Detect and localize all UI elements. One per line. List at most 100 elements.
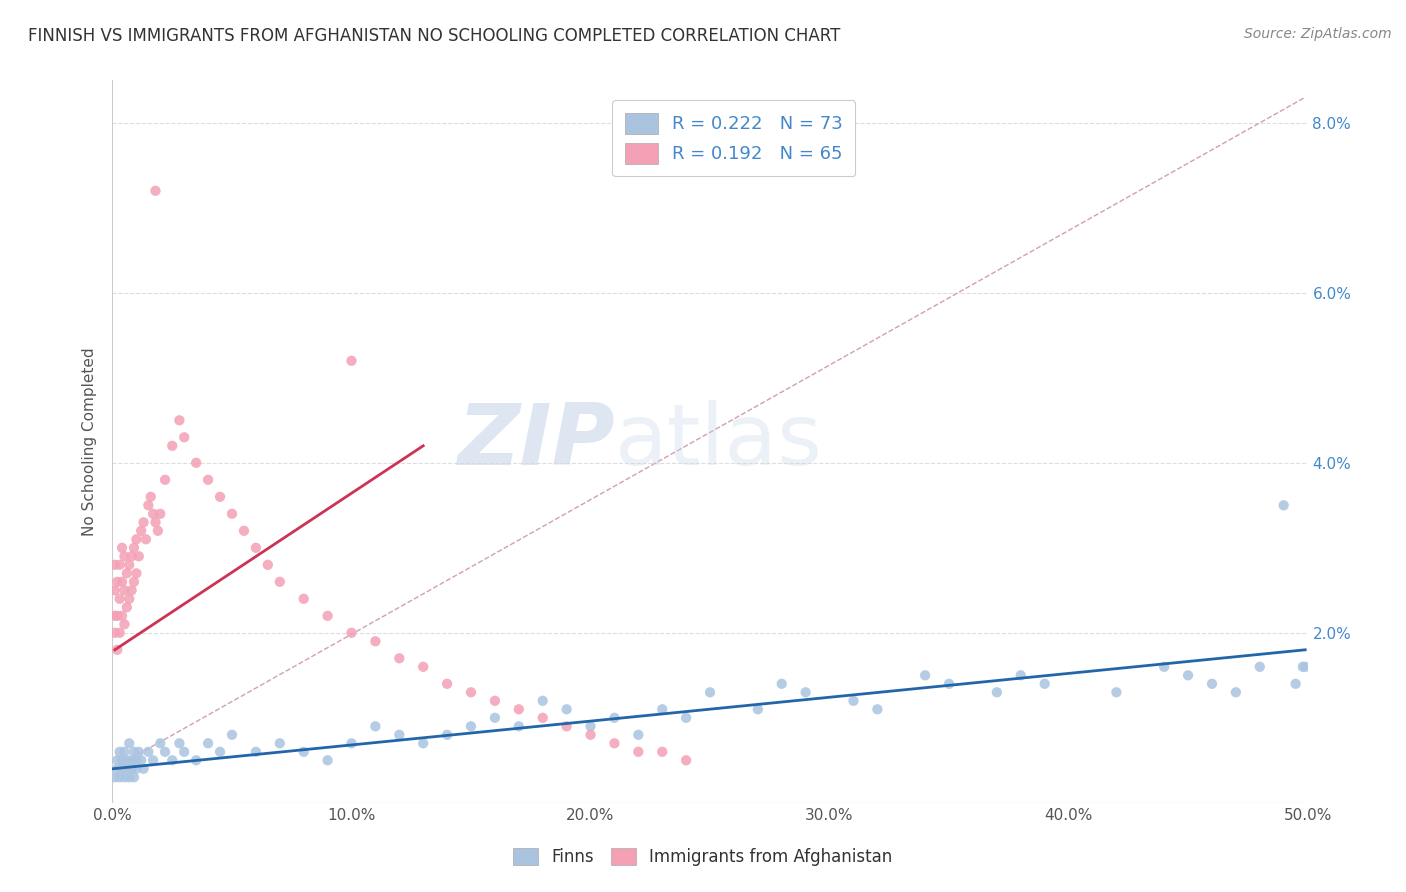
Point xyxy=(436,728,458,742)
Point xyxy=(114,617,135,632)
Text: Source: ZipAtlas.com: Source: ZipAtlas.com xyxy=(1244,27,1392,41)
Point xyxy=(1249,660,1271,674)
Point xyxy=(118,558,141,572)
Point xyxy=(111,574,134,589)
Point xyxy=(747,702,769,716)
Point xyxy=(1105,685,1128,699)
Point xyxy=(135,533,157,547)
Point xyxy=(1010,668,1032,682)
Point xyxy=(132,516,155,530)
Point xyxy=(149,736,172,750)
Point xyxy=(108,625,131,640)
Point xyxy=(173,745,195,759)
Point xyxy=(121,753,143,767)
Point xyxy=(115,566,138,581)
Point xyxy=(111,762,134,776)
Point xyxy=(104,558,127,572)
Point xyxy=(105,574,128,589)
Point xyxy=(114,770,135,784)
Point xyxy=(603,736,626,750)
Point xyxy=(579,728,602,742)
Point xyxy=(108,770,131,784)
Point xyxy=(292,745,315,759)
Point xyxy=(269,574,291,589)
Point xyxy=(257,558,280,572)
Point xyxy=(105,642,128,657)
Point xyxy=(145,184,167,198)
Point xyxy=(114,583,135,598)
Point xyxy=(121,549,143,564)
Point xyxy=(484,711,506,725)
Point xyxy=(111,753,134,767)
Point xyxy=(125,753,148,767)
Point xyxy=(108,591,131,606)
Point xyxy=(316,753,339,767)
Point xyxy=(121,762,143,776)
Point xyxy=(125,566,148,581)
Point xyxy=(128,549,150,564)
Point xyxy=(1153,660,1175,674)
Point xyxy=(114,549,135,564)
Point xyxy=(145,516,167,530)
Point xyxy=(1033,677,1056,691)
Point xyxy=(651,745,673,759)
Point xyxy=(340,625,363,640)
Point xyxy=(169,413,191,427)
Point xyxy=(484,694,506,708)
Point xyxy=(142,753,165,767)
Point xyxy=(128,745,150,759)
Point xyxy=(115,600,138,615)
Point xyxy=(162,753,183,767)
Point xyxy=(129,524,152,538)
Point xyxy=(149,507,172,521)
Point xyxy=(138,745,160,759)
Point xyxy=(129,753,152,767)
Point xyxy=(699,685,721,699)
Point xyxy=(269,736,291,750)
Point xyxy=(111,541,134,555)
Legend: R = 0.222   N = 73, R = 0.192   N = 65: R = 0.222 N = 73, R = 0.192 N = 65 xyxy=(613,100,855,176)
Point xyxy=(221,507,243,521)
Point xyxy=(914,668,936,682)
Point xyxy=(118,770,141,784)
Point xyxy=(1225,685,1247,699)
Point xyxy=(197,736,219,750)
Point xyxy=(104,625,127,640)
Point xyxy=(115,753,138,767)
Point xyxy=(364,634,387,648)
Point xyxy=(340,736,363,750)
Point xyxy=(118,591,141,606)
Point xyxy=(139,490,162,504)
Point xyxy=(986,685,1008,699)
Legend: Finns, Immigrants from Afghanistan: Finns, Immigrants from Afghanistan xyxy=(505,840,901,875)
Point xyxy=(292,591,315,606)
Point xyxy=(579,719,602,733)
Point xyxy=(842,694,865,708)
Point xyxy=(245,745,267,759)
Point xyxy=(794,685,817,699)
Point xyxy=(173,430,195,444)
Point xyxy=(770,677,793,691)
Point xyxy=(938,677,960,691)
Point xyxy=(209,745,232,759)
Point xyxy=(388,651,411,665)
Point xyxy=(531,711,554,725)
Point xyxy=(125,533,148,547)
Point xyxy=(555,719,578,733)
Point xyxy=(105,608,128,623)
Point xyxy=(460,685,482,699)
Point xyxy=(412,660,434,674)
Point xyxy=(460,719,482,733)
Point xyxy=(122,541,145,555)
Point xyxy=(388,728,411,742)
Point xyxy=(186,753,208,767)
Point xyxy=(132,762,155,776)
Point xyxy=(1272,498,1295,512)
Point xyxy=(104,608,127,623)
Point xyxy=(627,745,650,759)
Point xyxy=(108,745,131,759)
Point xyxy=(412,736,434,750)
Point xyxy=(108,558,131,572)
Point xyxy=(121,583,143,598)
Point xyxy=(162,439,183,453)
